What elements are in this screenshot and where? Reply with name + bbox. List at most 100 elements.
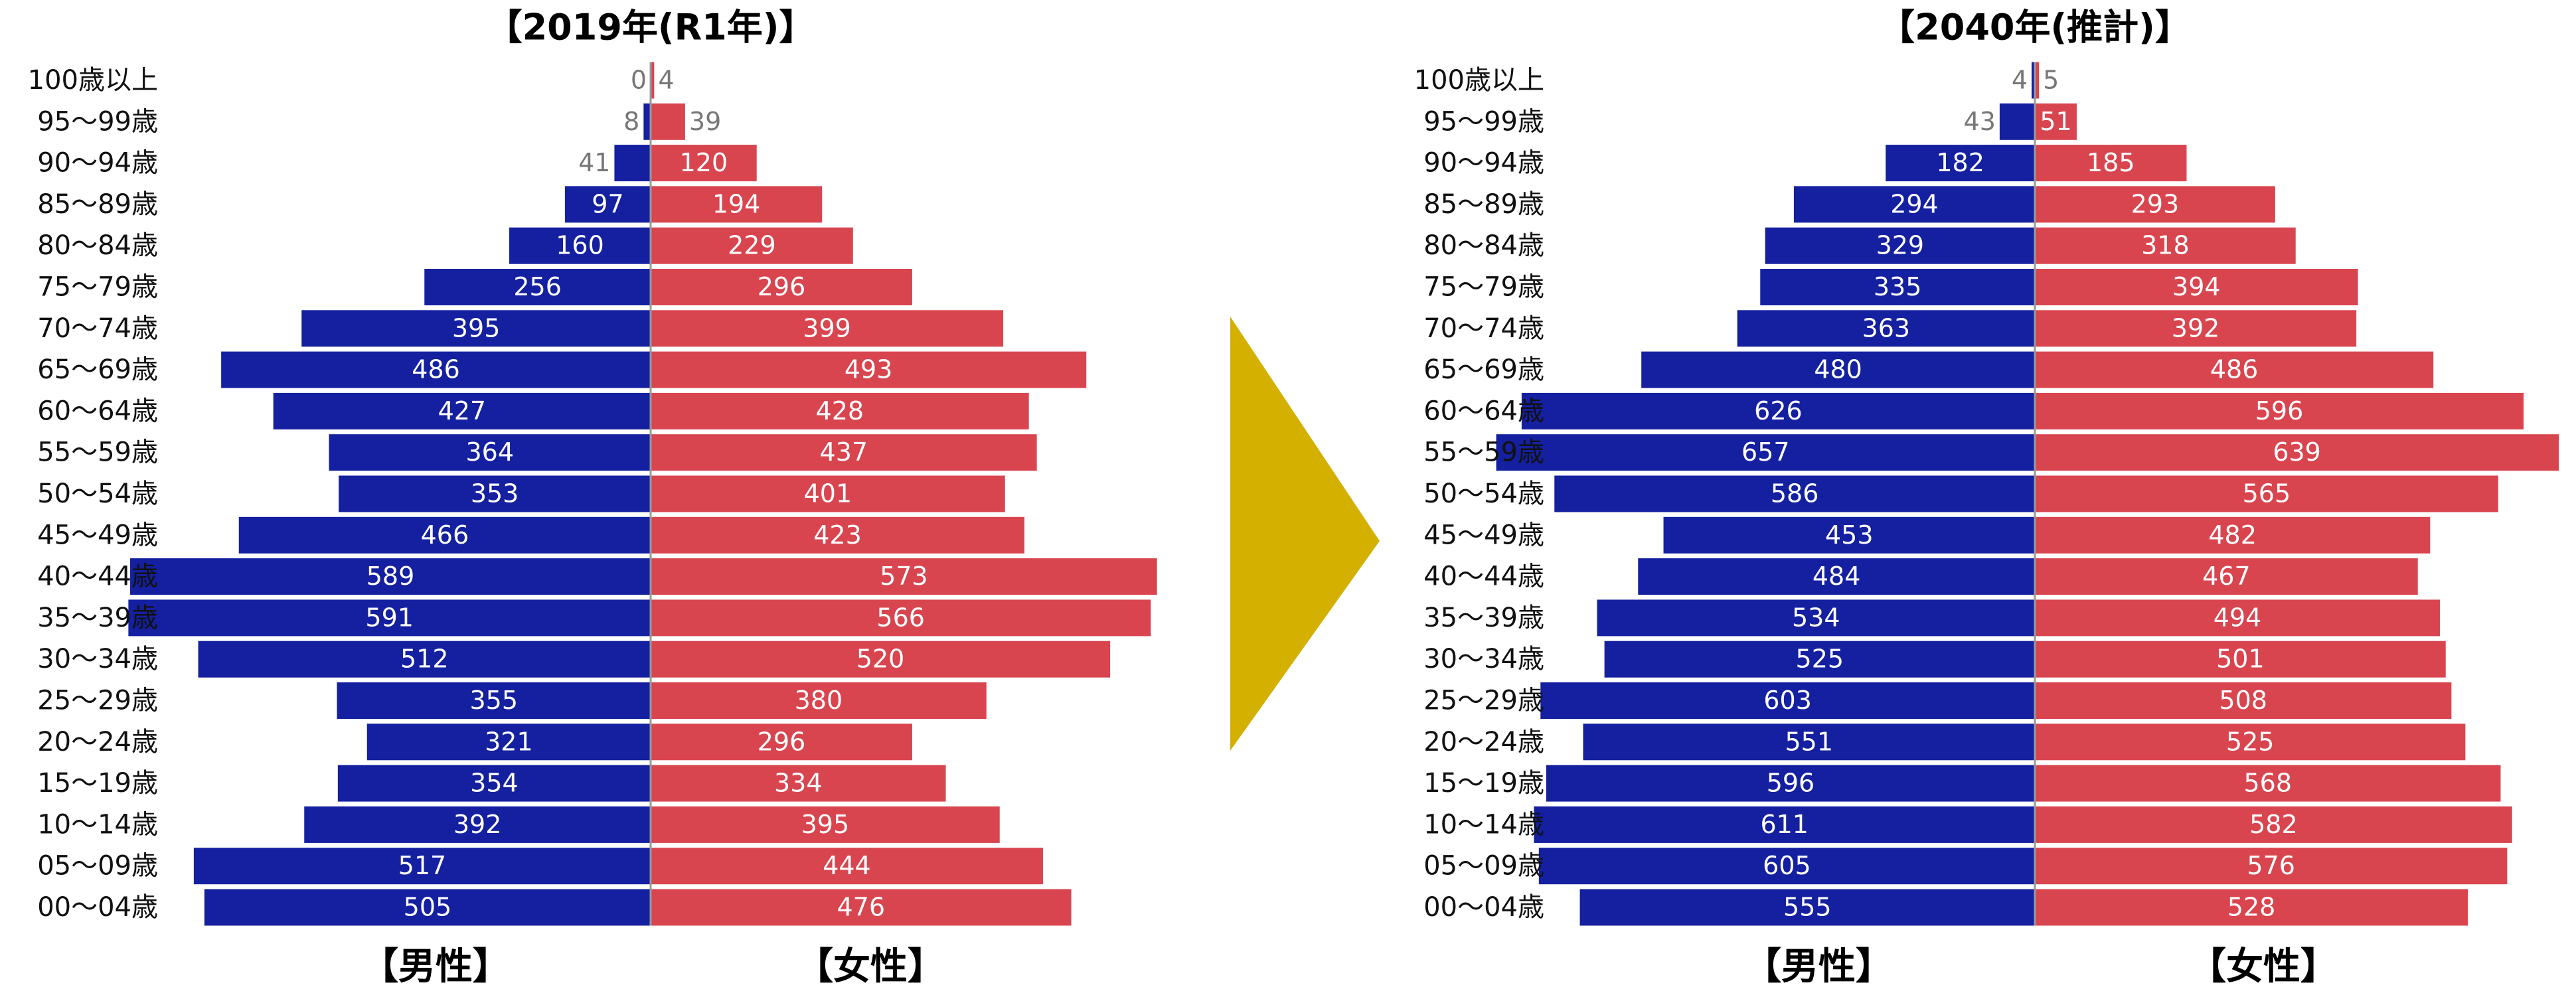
bar — [651, 351, 1087, 388]
value-label: 525 — [2226, 727, 2275, 756]
value-label: 611 — [1760, 810, 1809, 839]
bar — [1540, 682, 2035, 719]
value-label: 466 — [421, 520, 469, 550]
bar — [128, 599, 651, 637]
bar — [2035, 475, 2498, 512]
value-label: 476 — [837, 893, 886, 922]
bar — [651, 310, 1004, 347]
value-label: 0 — [631, 66, 647, 95]
age-label: 20～24歳 — [37, 727, 158, 757]
value-label: 596 — [2255, 396, 2304, 425]
value-label: 639 — [2273, 437, 2321, 467]
age-label: 10～14歳 — [1423, 809, 1544, 840]
value-label: 41 — [578, 148, 610, 177]
value-label: 334 — [774, 769, 823, 798]
bar — [1999, 103, 2035, 140]
value-label: 589 — [366, 562, 415, 591]
value-label: 364 — [465, 437, 514, 467]
age-label: 75～79歳 — [1423, 272, 1544, 303]
age-label: 70～74歳 — [1423, 313, 1544, 344]
age-label: 55～59歳 — [37, 437, 158, 468]
bar — [1597, 599, 2035, 637]
age-label: 80～84歳 — [1423, 230, 1544, 261]
bar — [1538, 848, 2035, 885]
age-label: 10～14歳 — [37, 809, 158, 840]
value-label: 566 — [876, 603, 925, 632]
value-label: 505 — [404, 893, 452, 922]
bar — [337, 765, 651, 802]
value-label: 501 — [2216, 645, 2265, 674]
bar — [2035, 310, 2357, 347]
bar — [329, 434, 651, 471]
age-label: 30～34歳 — [1423, 644, 1544, 674]
age-label: 15～19歳 — [1423, 768, 1544, 799]
bar — [366, 724, 651, 761]
value-label: 296 — [758, 272, 806, 301]
value-label: 395 — [801, 810, 850, 839]
age-label: 35～39歳 — [37, 603, 158, 633]
age-label: 70～74歳 — [37, 313, 158, 344]
bar — [509, 227, 651, 264]
bar — [1793, 186, 2035, 223]
value-label: 427 — [438, 396, 487, 425]
bar — [1638, 558, 2035, 595]
age-label: 60～64歳 — [37, 396, 158, 426]
bar — [651, 516, 1025, 554]
bar — [651, 599, 1151, 637]
bar — [1641, 351, 2035, 388]
bar — [304, 806, 651, 843]
bar — [2035, 145, 2187, 182]
bar — [651, 186, 823, 223]
value-label: 428 — [816, 396, 864, 425]
age-label: 50～54歳 — [1423, 479, 1544, 509]
bar — [1886, 145, 2035, 182]
bar — [130, 558, 651, 595]
bar — [2035, 269, 2358, 305]
bar — [273, 392, 651, 429]
bar — [651, 62, 655, 99]
value-label: 229 — [728, 231, 776, 260]
chart-title: 【2040年(推計)】 — [1879, 7, 2191, 48]
bar — [651, 682, 987, 719]
bar — [198, 641, 651, 678]
value-label: 256 — [513, 272, 562, 301]
bar — [2035, 848, 2508, 885]
value-label: 626 — [1754, 396, 1803, 425]
bar — [651, 434, 1037, 471]
bar — [337, 682, 651, 719]
age-label: 00～04歳 — [37, 892, 158, 923]
value-label: 4 — [658, 66, 674, 95]
value-label: 512 — [400, 645, 449, 674]
bar — [651, 227, 853, 264]
chart-title: 【2019年(R1年)】 — [487, 7, 815, 48]
value-label: 355 — [469, 686, 518, 715]
value-label: 551 — [1785, 727, 1833, 756]
value-label: 43 — [1964, 107, 1996, 136]
value-label: 423 — [813, 520, 862, 550]
bar — [643, 103, 651, 140]
value-label: 182 — [1936, 148, 1984, 177]
bar — [339, 475, 651, 512]
age-label: 35～39歳 — [1423, 603, 1544, 633]
bar — [2035, 558, 2418, 595]
age-label: 100歳以上 — [28, 65, 158, 96]
bar — [2035, 765, 2501, 802]
legend-label: 【女性】 — [796, 945, 945, 988]
age-label: 25～29歳 — [37, 686, 158, 716]
bar — [221, 351, 651, 388]
value-label: 321 — [485, 727, 533, 756]
age-label: 80～84歳 — [37, 230, 158, 261]
bar — [651, 724, 912, 761]
value-label: 467 — [2202, 562, 2251, 591]
value-label: 603 — [1763, 686, 1812, 715]
bar — [651, 475, 1005, 512]
bar — [193, 848, 651, 885]
bar — [651, 558, 1157, 595]
bar — [1546, 765, 2035, 802]
value-label: 194 — [712, 189, 761, 218]
value-label: 39 — [689, 107, 721, 136]
age-label: 65～69歳 — [37, 354, 158, 385]
value-label: 657 — [1741, 437, 1790, 467]
value-label: 486 — [2210, 355, 2259, 384]
